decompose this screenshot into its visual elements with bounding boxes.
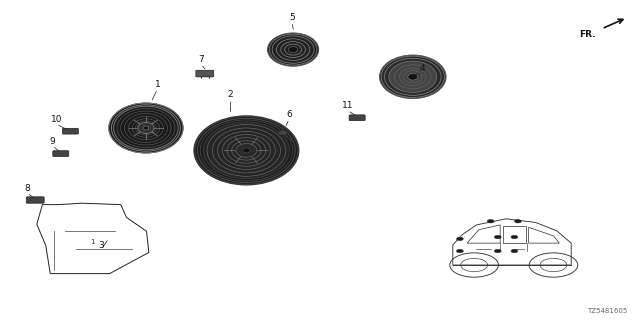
Circle shape (456, 237, 463, 241)
Text: 1: 1 (155, 80, 160, 89)
Ellipse shape (143, 126, 149, 130)
FancyBboxPatch shape (196, 70, 214, 77)
Ellipse shape (194, 116, 299, 185)
Text: 6: 6 (287, 110, 292, 119)
FancyBboxPatch shape (53, 151, 69, 156)
Circle shape (456, 249, 463, 253)
Text: 3: 3 (99, 241, 104, 250)
Ellipse shape (389, 61, 436, 92)
Ellipse shape (204, 122, 289, 179)
Circle shape (494, 235, 501, 239)
Ellipse shape (408, 74, 418, 80)
Circle shape (494, 249, 501, 253)
Text: 4: 4 (420, 64, 425, 73)
Text: 8: 8 (24, 184, 29, 193)
Circle shape (511, 235, 518, 239)
FancyBboxPatch shape (349, 115, 365, 121)
Circle shape (487, 220, 494, 223)
Ellipse shape (380, 55, 446, 99)
Text: 10: 10 (51, 115, 62, 124)
Text: 9: 9 (50, 137, 55, 146)
Text: 5: 5 (289, 13, 294, 22)
Text: FR.: FR. (579, 30, 595, 39)
Ellipse shape (138, 123, 154, 133)
Text: 2: 2 (228, 90, 233, 99)
Ellipse shape (236, 143, 257, 157)
Text: 7: 7 (198, 55, 204, 64)
Ellipse shape (289, 47, 298, 52)
Text: 11: 11 (342, 101, 353, 110)
FancyBboxPatch shape (26, 197, 44, 203)
FancyBboxPatch shape (63, 128, 79, 134)
Ellipse shape (268, 33, 319, 66)
Circle shape (278, 130, 288, 135)
Ellipse shape (109, 103, 183, 153)
Ellipse shape (243, 148, 250, 153)
Circle shape (511, 249, 518, 253)
Text: TZ5481605: TZ5481605 (587, 308, 627, 314)
Circle shape (515, 220, 522, 223)
Text: 1: 1 (90, 239, 95, 245)
